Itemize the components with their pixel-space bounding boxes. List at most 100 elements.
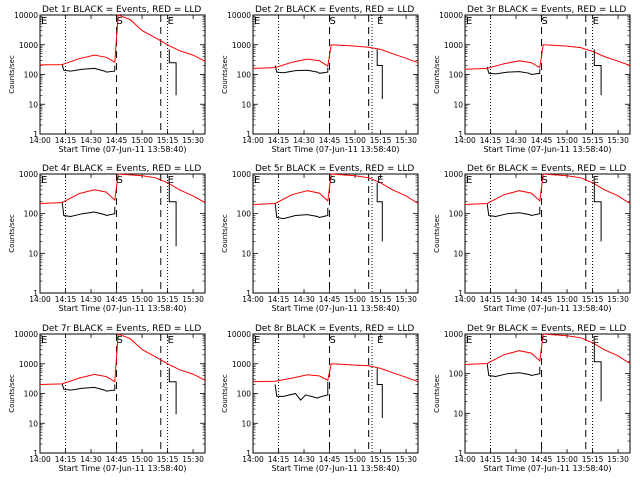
x-tick-label: 14:15 <box>268 295 290 304</box>
x-tick-label: 15:00 <box>344 295 366 304</box>
panel-title: Det 6r BLACK = Events, RED = LLD <box>467 164 626 174</box>
events-series-line <box>61 201 116 218</box>
y-tick-label: 1 <box>246 449 251 458</box>
y-tick-label: 1000 <box>232 170 251 179</box>
y-tick-label: 100 <box>24 390 39 399</box>
lld-series-line <box>39 14 206 66</box>
lld-series-line <box>252 173 419 205</box>
x-tick-label: 14:30 <box>505 295 527 304</box>
y-axis-label: Counts/sec <box>433 374 441 413</box>
lld-series-line <box>252 363 419 383</box>
x-tick-label: 14:00 <box>242 136 264 145</box>
interval-marker-label: S <box>117 16 123 27</box>
panel-title: Det 7r BLACK = Events, RED = LLD <box>42 324 201 334</box>
x-tick-label: 15:15 <box>582 455 604 464</box>
panel-title: Det 3r BLACK = Events, RED = LLD <box>467 5 626 15</box>
x-tick-label: 14:00 <box>242 455 264 464</box>
x-tick-label: 15:30 <box>395 295 417 304</box>
y-tick-label: 1000 <box>444 41 463 50</box>
interval-marker-label: E <box>593 335 599 346</box>
x-axis-label: Start Time (07-Jun-11 13:58:40) <box>272 145 400 154</box>
plot-frame <box>252 333 419 454</box>
y-axis-label: Counts/sec <box>221 55 229 94</box>
x-tick-label: 15:15 <box>370 136 392 145</box>
x-tick-label: 14:00 <box>29 455 51 464</box>
y-tick-label: 1000 <box>232 360 251 369</box>
x-tick-label: 15:00 <box>344 455 366 464</box>
x-tick-label: 15:00 <box>556 455 578 464</box>
x-tick-label: 15:15 <box>157 295 179 304</box>
events-series-line <box>486 203 541 218</box>
y-tick-label: 1000 <box>19 360 38 369</box>
x-tick-label: 15:00 <box>131 136 153 145</box>
lld-series-line <box>464 44 631 70</box>
x-tick-label: 15:30 <box>607 295 629 304</box>
events-series-line <box>376 49 383 99</box>
y-axis-label: Counts/sec <box>8 214 16 253</box>
events-series-line <box>274 381 329 401</box>
x-tick-label: 14:45 <box>106 136 128 145</box>
y-tick-label: 10 <box>453 100 463 109</box>
x-axis-label: Start Time (07-Jun-11 13:58:40) <box>59 304 187 313</box>
interval-marker-label: S <box>542 175 548 186</box>
y-tick-label: 100 <box>237 390 252 399</box>
panel-det-2: Det 2r BLACK = Events, RED = LLD 1 10 100 10… <box>221 5 419 154</box>
x-tick-label: 15:30 <box>607 136 629 145</box>
interval-marker-label: E <box>41 16 47 27</box>
panel-det-8: Det 8r BLACK = Events, RED = LLD 1 10 100 10… <box>221 324 419 473</box>
x-tick-label: 14:30 <box>293 455 315 464</box>
x-tick-label: 14:15 <box>55 136 77 145</box>
interval-marker-label: S <box>542 16 548 27</box>
panel-title: Det 8r BLACK = Events, RED = LLD <box>255 324 414 334</box>
x-tick-label: 14:45 <box>319 295 341 304</box>
panel-title: Det 5r BLACK = Events, RED = LLD <box>255 164 414 174</box>
x-tick-label: 15:00 <box>131 295 153 304</box>
events-series-line <box>61 383 116 392</box>
x-tick-label: 14:00 <box>454 455 476 464</box>
x-tick-label: 14:30 <box>505 136 527 145</box>
y-tick-label: 1 <box>458 130 463 139</box>
events-series-line <box>486 66 541 76</box>
events-series-line <box>593 342 602 402</box>
panel-det-9: Det 9r BLACK = Events, RED = LLD 1 10 100 10… <box>433 324 631 473</box>
events-series-line <box>274 203 329 220</box>
plot-frame <box>252 14 419 135</box>
y-tick-label: 10 <box>241 249 251 258</box>
x-tick-label: 15:15 <box>157 455 179 464</box>
y-tick-label: 1 <box>246 130 251 139</box>
y-tick-label: 100 <box>24 210 39 219</box>
x-axis-label: Start Time (07-Jun-11 13:58:40) <box>484 464 612 473</box>
x-axis-label: Start Time (07-Jun-11 13:58:40) <box>272 304 400 313</box>
interval-marker-label: E <box>377 335 383 346</box>
y-tick-label: 10 <box>241 419 251 428</box>
x-tick-label: 15:30 <box>395 455 417 464</box>
y-axis-label: Counts/sec <box>433 214 441 253</box>
y-tick-label: 10 <box>28 419 38 428</box>
x-tick-label: 14:00 <box>454 136 476 145</box>
x-tick-label: 15:15 <box>582 295 604 304</box>
lld-series-line <box>252 44 419 69</box>
x-tick-label: 14:00 <box>29 295 51 304</box>
interval-marker-label: E <box>168 335 174 346</box>
x-tick-label: 15:15 <box>157 136 179 145</box>
interval-marker-label: E <box>168 175 174 186</box>
panel-det-3: Det 3r BLACK = Events, RED = LLD 1 10 100 10… <box>433 5 631 154</box>
y-tick-label: 1000 <box>19 41 38 50</box>
events-series-line <box>486 363 541 378</box>
y-tick-label: 1 <box>458 449 463 458</box>
events-series-line <box>168 49 177 96</box>
y-axis-label: Counts/sec <box>8 55 16 94</box>
x-tick-label: 15:30 <box>395 136 417 145</box>
interval-marker-label: E <box>593 16 599 27</box>
x-tick-label: 14:15 <box>55 295 77 304</box>
y-tick-label: 10000 <box>227 330 251 339</box>
x-tick-label: 15:00 <box>344 136 366 145</box>
x-tick-label: 14:15 <box>480 136 502 145</box>
interval-marker-label: E <box>254 175 260 186</box>
panel-det-4: Det 4r BLACK = Events, RED = LLD 1 10 100 10… <box>8 164 206 313</box>
events-series-line <box>376 182 383 242</box>
plot-frame <box>464 14 631 135</box>
x-tick-label: 14:30 <box>80 136 102 145</box>
x-tick-label: 14:15 <box>268 455 290 464</box>
interval-marker-label: E <box>466 335 472 346</box>
